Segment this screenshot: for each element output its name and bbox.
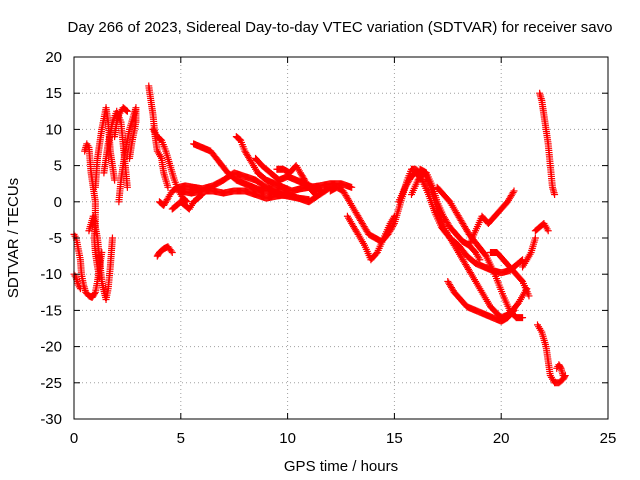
x-tick-label: 10 (279, 430, 296, 447)
data-marker (111, 176, 119, 184)
data-marker (108, 234, 116, 242)
y-tick-label: 0 (54, 194, 62, 211)
y-tick-label: 5 (54, 158, 62, 175)
data-marker (311, 191, 319, 199)
data-marker (318, 187, 326, 195)
data-marker (476, 256, 484, 264)
data-marker (71, 232, 79, 240)
data-marker (164, 183, 172, 191)
x-tick-label: 5 (177, 430, 185, 447)
y-tick-label: -30 (40, 411, 62, 428)
y-tick-label: -10 (40, 266, 62, 283)
y-tick-label: -20 (40, 339, 62, 356)
x-tick-label: 20 (493, 430, 510, 447)
data-marker (509, 307, 517, 315)
y-tick-label: 15 (45, 85, 62, 102)
data-marker (551, 191, 559, 199)
data-marker (122, 106, 130, 114)
data-marker (525, 292, 533, 300)
data-marker (76, 285, 84, 293)
data-marker (510, 187, 518, 195)
data-marker (126, 154, 134, 162)
x-axis-label: GPS time / hours (284, 458, 398, 475)
y-tick-label: -15 (40, 302, 62, 319)
y-tick-label: -5 (49, 230, 62, 247)
y-axis-label: SDTVAR / TECUs (5, 178, 22, 298)
data-marker (556, 363, 564, 371)
data-marker (390, 212, 398, 220)
x-tick-label: 25 (600, 430, 617, 447)
x-tick-label: 0 (70, 430, 78, 447)
x-tick-label: 15 (386, 430, 403, 447)
y-tick-label: 10 (45, 121, 62, 138)
y-tick-label: 20 (45, 49, 62, 66)
y-tick-label: -25 (40, 375, 62, 392)
data-marker (510, 306, 518, 314)
data-marker (123, 107, 131, 115)
axis-ticks: 0 5 10 15 20 25 -30 -25 -20 -15 -10 -5 0 5 10 15 20 (40, 49, 616, 447)
data-marker (531, 234, 539, 242)
data-marker (168, 248, 176, 256)
data-marker (519, 314, 527, 322)
data-marker (348, 183, 356, 191)
data-marker (509, 188, 517, 196)
data-marker (91, 290, 99, 298)
data-marker (123, 107, 131, 115)
chart-title: Day 266 of 2023, Sidereal Day-to-day VTE… (68, 19, 613, 36)
data-points (70, 82, 569, 387)
data-marker (123, 183, 131, 191)
data-marker (235, 135, 243, 143)
data-marker (167, 247, 175, 255)
data-marker (310, 190, 318, 198)
data-marker (559, 372, 567, 380)
data-marker (544, 227, 552, 235)
